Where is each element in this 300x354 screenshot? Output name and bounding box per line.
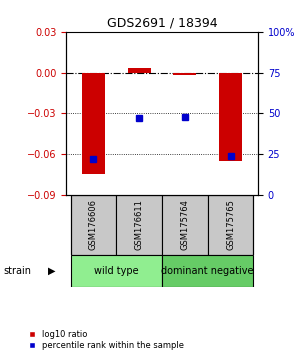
Bar bbox=[208, 195, 254, 255]
Bar bbox=[128, 68, 151, 73]
Text: wild type: wild type bbox=[94, 266, 139, 276]
Text: GSM176611: GSM176611 bbox=[135, 199, 144, 250]
Text: dominant negative: dominant negative bbox=[161, 266, 254, 276]
Bar bbox=[70, 255, 162, 287]
Bar bbox=[82, 73, 105, 174]
Bar bbox=[162, 195, 208, 255]
Bar bbox=[116, 195, 162, 255]
Title: GDS2691 / 18394: GDS2691 / 18394 bbox=[107, 16, 217, 29]
Text: GSM175765: GSM175765 bbox=[226, 199, 235, 250]
Bar bbox=[162, 255, 254, 287]
Bar bbox=[173, 73, 196, 75]
Text: ▶: ▶ bbox=[48, 266, 56, 276]
Legend: log10 ratio, percentile rank within the sample: log10 ratio, percentile rank within the … bbox=[28, 330, 184, 350]
Text: GSM175764: GSM175764 bbox=[180, 199, 189, 250]
Bar bbox=[70, 195, 116, 255]
Bar bbox=[219, 73, 242, 161]
Text: strain: strain bbox=[3, 266, 31, 276]
Text: GSM176606: GSM176606 bbox=[89, 199, 98, 250]
